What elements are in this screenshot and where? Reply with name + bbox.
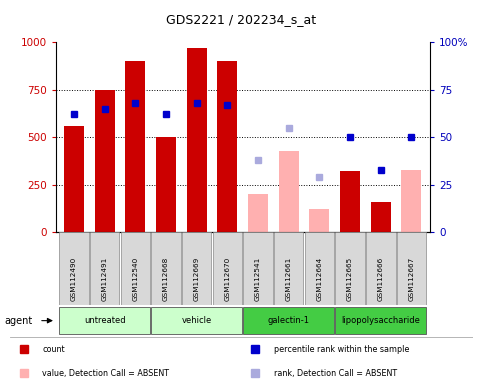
Text: untreated: untreated [84,316,126,324]
Bar [59,232,89,305]
Bar [335,307,426,334]
Text: percentile rank within the sample: percentile rank within the sample [274,345,409,354]
Text: GSM112664: GSM112664 [316,257,323,301]
Bar [335,232,365,305]
Text: value, Detection Call = ABSENT: value, Detection Call = ABSENT [42,369,169,378]
Text: GSM112665: GSM112665 [347,257,353,301]
Bar [248,194,268,232]
Text: agent: agent [5,316,33,326]
Bar [121,232,150,305]
Text: GSM112661: GSM112661 [286,257,292,301]
Bar [366,232,396,305]
Bar [401,170,422,232]
Bar [59,307,150,334]
Text: GSM112490: GSM112490 [71,257,77,301]
Bar [95,90,114,232]
Bar [213,232,242,305]
Text: GSM112667: GSM112667 [409,257,414,301]
Bar [274,232,303,305]
Bar [64,126,84,232]
Bar [397,232,426,305]
Text: count: count [42,345,65,354]
Bar [90,232,119,305]
Bar [151,307,242,334]
Text: vehicle: vehicle [182,316,212,324]
Text: GSM112540: GSM112540 [132,257,138,301]
Bar [151,232,181,305]
Text: GSM112668: GSM112668 [163,257,169,301]
Bar [243,307,334,334]
Bar [371,202,391,232]
Text: rank, Detection Call = ABSENT: rank, Detection Call = ABSENT [274,369,397,378]
Bar [126,61,145,232]
Text: GSM112670: GSM112670 [225,257,230,301]
Text: GSM112666: GSM112666 [378,257,384,301]
Bar [310,209,329,232]
Bar [187,48,207,232]
Bar [156,137,176,232]
Text: GSM112491: GSM112491 [101,257,108,301]
Bar [217,61,237,232]
Text: GDS2221 / 202234_s_at: GDS2221 / 202234_s_at [167,13,316,26]
Text: GSM112669: GSM112669 [194,257,199,301]
Text: galectin-1: galectin-1 [268,316,310,324]
Bar [279,151,298,232]
Text: lipopolysaccharide: lipopolysaccharide [341,316,420,324]
Bar [243,232,273,305]
Bar [305,232,334,305]
Bar [182,232,212,305]
Text: GSM112541: GSM112541 [255,257,261,301]
Bar [340,172,360,232]
